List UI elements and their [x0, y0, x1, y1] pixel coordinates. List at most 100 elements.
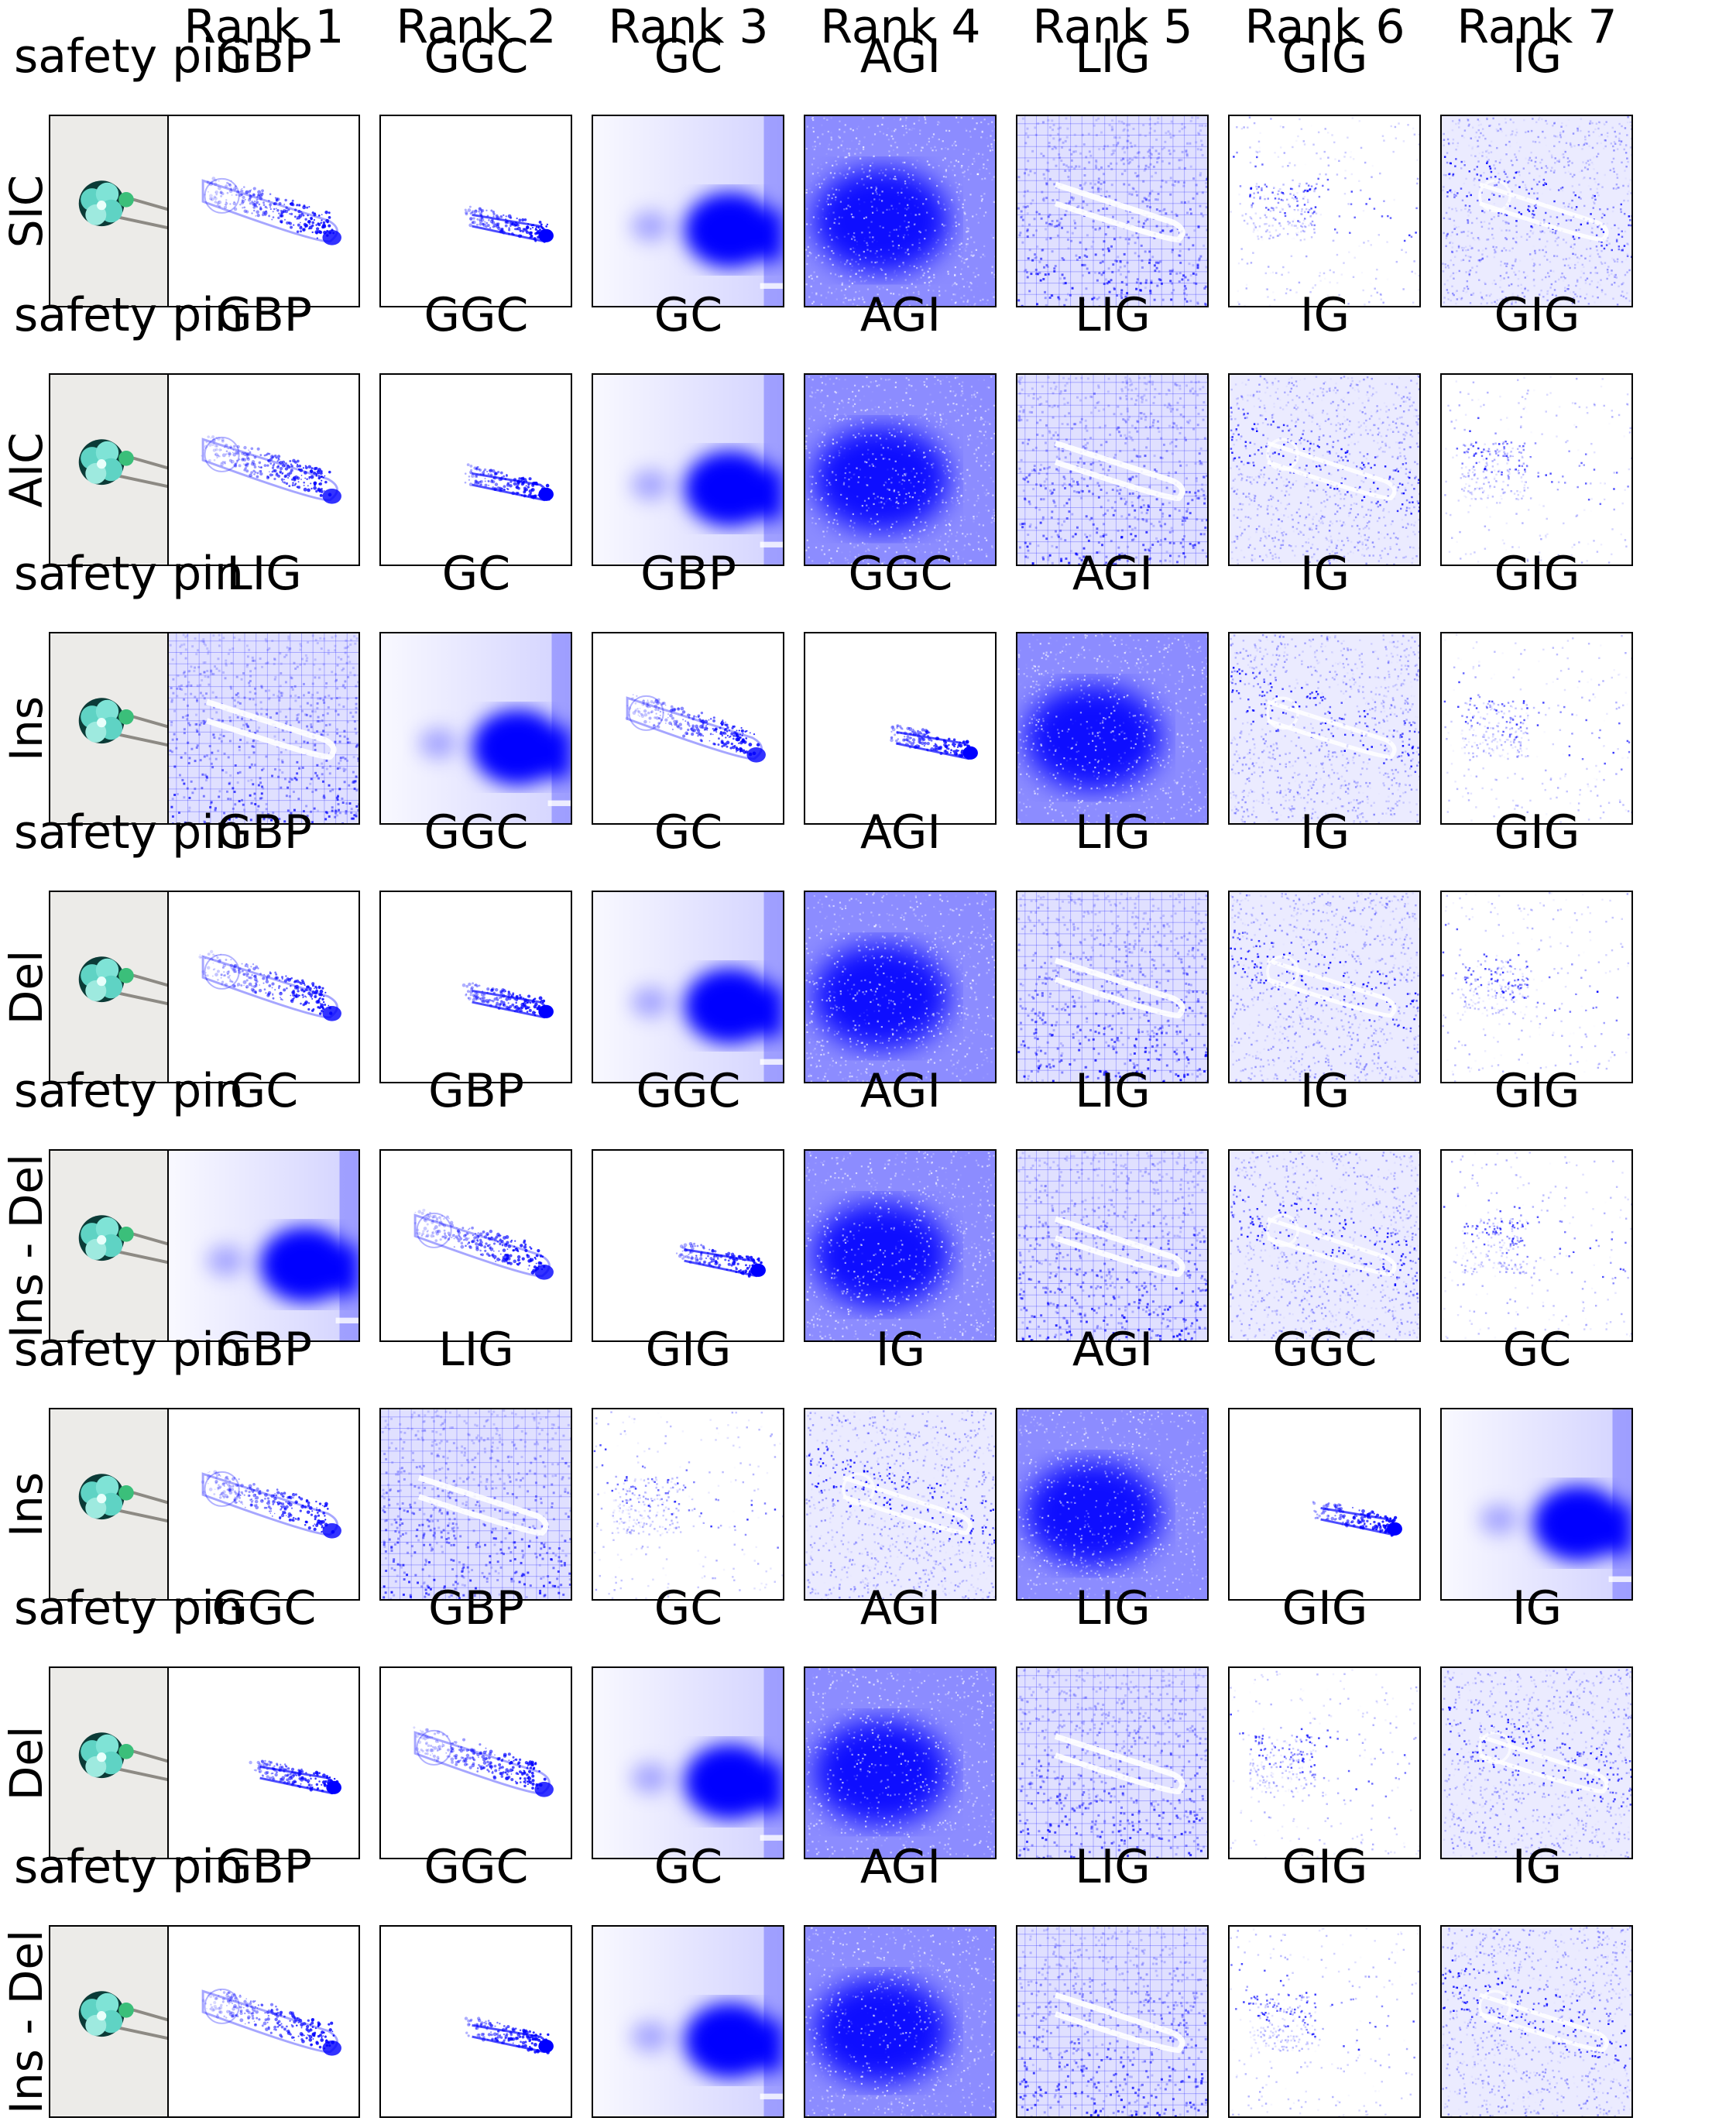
- saliency-map-graphic: [169, 1151, 359, 1340]
- saliency-map-graphic: [805, 892, 995, 1082]
- saliency-map-ig: [804, 1408, 997, 1601]
- method-label: GC: [370, 547, 582, 601]
- row-label: Ins - Del: [0, 1929, 53, 2113]
- saliency-map-gbp: [167, 115, 360, 307]
- method-label: GGC: [794, 547, 1007, 601]
- saliency-map-graphic: [675, 1241, 766, 1278]
- saliency-map-graphic: [169, 633, 359, 823]
- saliency-map-gig: [1440, 891, 1633, 1083]
- method-label: GGC: [370, 1840, 582, 1894]
- method-label: GC: [582, 29, 794, 84]
- saliency-map-graphic: [593, 1927, 783, 2116]
- row-label: SIC: [0, 174, 53, 247]
- method-label: AGI: [794, 1581, 1007, 1635]
- saliency-map-gbp: [167, 1925, 360, 2118]
- method-label: GGC: [370, 29, 582, 84]
- method-label: GC: [582, 1840, 794, 1894]
- saliency-map-graphic: [890, 724, 978, 760]
- saliency-map-graphic: [625, 694, 766, 763]
- saliency-map-graphic: [1442, 116, 1631, 306]
- method-label: GIG: [1431, 547, 1643, 601]
- saliency-map-ggc: [379, 1925, 572, 2118]
- method-label: IG: [1219, 288, 1431, 342]
- method-label: GIG: [1219, 1840, 1431, 1894]
- method-label: GIG: [1219, 29, 1431, 84]
- saliency-map-graphic: [805, 1409, 995, 1599]
- saliency-map-graphic: [1442, 892, 1631, 1082]
- saliency-map-ig: [1228, 891, 1421, 1083]
- class-label: safety pin: [14, 1840, 244, 1894]
- column-header-rank-5: Rank 5: [1007, 0, 1219, 54]
- saliency-map-agi: [1016, 632, 1209, 825]
- saliency-map-graphic: [1230, 1669, 1419, 1858]
- saliency-map-graphic: [593, 116, 783, 306]
- method-label: LIG: [158, 547, 370, 601]
- saliency-map-lig: [1016, 1666, 1209, 1859]
- method-label: IG: [1219, 1064, 1431, 1118]
- saliency-map-gbp: [379, 1149, 572, 1342]
- column-header-rank-6: Rank 6: [1219, 0, 1431, 54]
- saliency-map-graphic: [201, 1470, 341, 1539]
- class-label: safety pin: [14, 1581, 244, 1635]
- saliency-map-lig: [1016, 373, 1209, 566]
- saliency-map-graphic: [1230, 633, 1419, 823]
- method-label: GIG: [1431, 288, 1643, 342]
- saliency-map-ig: [1228, 1149, 1421, 1342]
- class-label: safety pin: [14, 1323, 244, 1377]
- saliency-map-ig: [1228, 373, 1421, 566]
- saliency-map-agi: [804, 115, 997, 307]
- saliency-map-gc: [592, 115, 784, 307]
- saliency-map-graphic: [1442, 1409, 1631, 1599]
- method-label: GIG: [582, 1323, 794, 1377]
- saliency-map-agi: [1016, 1408, 1209, 1601]
- saliency-map-gig: [1228, 1666, 1421, 1859]
- saliency-map-graphic: [201, 177, 341, 245]
- column-header-rank-4: Rank 4: [794, 0, 1007, 54]
- saliency-map-graphic: [1017, 375, 1207, 565]
- method-label: GIG: [1219, 1581, 1431, 1635]
- saliency-map-graphic: [464, 463, 554, 502]
- saliency-map-graphic: [1230, 892, 1419, 1082]
- saliency-map-gig: [1440, 1149, 1633, 1342]
- method-label: AGI: [1007, 1323, 1219, 1377]
- saliency-map-agi: [804, 373, 997, 566]
- method-label: LIG: [1007, 1581, 1219, 1635]
- saliency-map-graphic: [464, 205, 554, 243]
- saliency-map-ig: [1440, 115, 1633, 307]
- saliency-map-graphic: [1230, 1151, 1419, 1340]
- saliency-map-graphic: [1017, 1151, 1207, 1340]
- row-label: Ins: [0, 695, 53, 760]
- saliency-map-graphic: [198, 949, 341, 1021]
- method-label: GBP: [370, 1581, 582, 1635]
- saliency-map-graphic: [1442, 1668, 1631, 1858]
- saliency-map-graphic: [805, 1151, 995, 1340]
- saliency-map-graphic: [593, 892, 783, 1082]
- class-label: safety pin: [14, 547, 244, 601]
- method-label: GC: [1431, 1323, 1643, 1377]
- saliency-map-graphic: [249, 1759, 341, 1795]
- saliency-map-graphic: [413, 1726, 554, 1797]
- saliency-map-gig: [1228, 115, 1421, 307]
- saliency-map-ggc: [1228, 1408, 1421, 1601]
- method-label: AGI: [794, 1840, 1007, 1894]
- saliency-map-graphic: [1230, 116, 1419, 306]
- saliency-map-ig: [1440, 1666, 1633, 1859]
- row-label: Del: [0, 1725, 53, 1800]
- method-label: IG: [1219, 547, 1431, 601]
- method-label: GIG: [1431, 1064, 1643, 1118]
- saliency-map-graphic: [593, 375, 783, 565]
- saliency-map-agi: [804, 891, 997, 1083]
- saliency-map-gig: [1440, 632, 1633, 825]
- saliency-map-graphic: [1443, 1152, 1631, 1340]
- method-label: LIG: [1007, 288, 1219, 342]
- saliency-map-graphic: [1017, 633, 1207, 823]
- saliency-map-gbp: [167, 373, 360, 566]
- saliency-map-graphic: [464, 2016, 554, 2054]
- method-label: LIG: [1007, 1064, 1219, 1118]
- method-label: IG: [794, 1323, 1007, 1377]
- saliency-map-ggc: [379, 891, 572, 1083]
- column-header-rank-3: Rank 3: [582, 0, 794, 54]
- saliency-map-graphic: [1230, 1927, 1419, 2116]
- saliency-map-lig: [1016, 1925, 1209, 2118]
